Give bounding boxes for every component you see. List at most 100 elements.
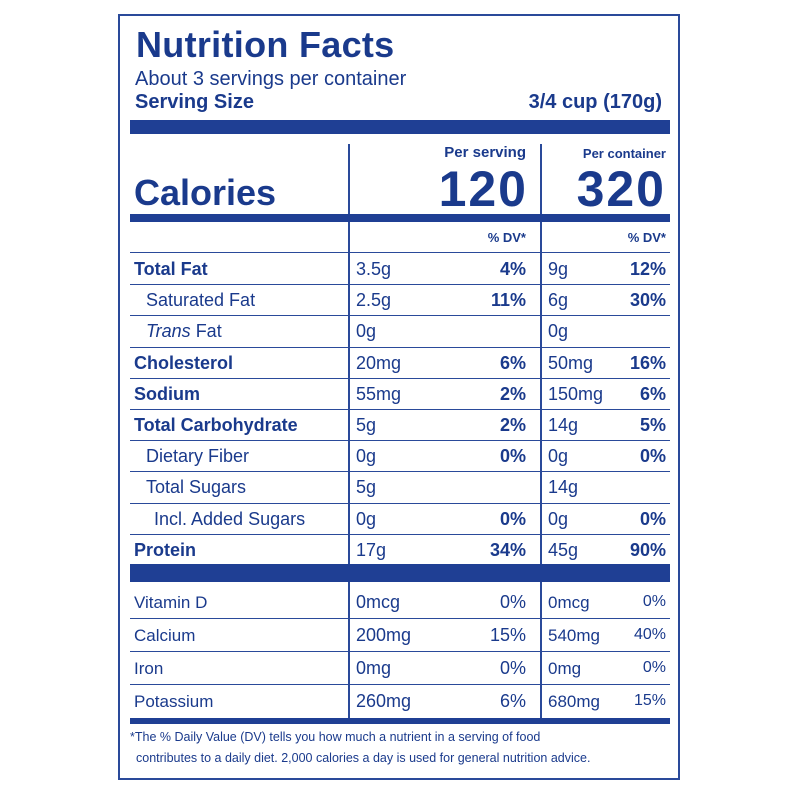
dv-per-container: 90% bbox=[629, 539, 666, 560]
dv-per-serving: 0% bbox=[499, 508, 526, 529]
nutrient-label: Total Carbohydrate bbox=[134, 415, 298, 435]
vitamin-dv-per-container: 0% bbox=[642, 593, 666, 610]
vitamin-amount-per-container: 0mg bbox=[548, 659, 582, 678]
panel-title: Nutrition Facts bbox=[136, 24, 395, 65]
vitamin-dv-per-container: 40% bbox=[633, 626, 666, 643]
nutrient-label: Cholesterol bbox=[134, 352, 234, 373]
row-divider bbox=[130, 377, 670, 379]
vitamin-label: Vitamin D bbox=[134, 593, 208, 612]
column-divider-serving bbox=[348, 144, 350, 718]
amount-per-serving: 20mg bbox=[356, 352, 402, 373]
row-divider bbox=[130, 284, 670, 286]
dv-per-container: 16% bbox=[629, 352, 666, 373]
dv-per-serving: 0% bbox=[499, 446, 526, 467]
amount-per-container: 50mg bbox=[548, 352, 594, 373]
amount-per-serving: 0g bbox=[356, 446, 377, 467]
vitamin-label: Potassium bbox=[134, 692, 214, 711]
servings-per-container: About 3 servings per container bbox=[135, 68, 407, 90]
calories-per-container: 320 bbox=[576, 161, 666, 217]
amount-per-serving: 0g bbox=[356, 321, 377, 342]
amount-per-container: 9g bbox=[548, 259, 569, 279]
row-divider bbox=[130, 502, 670, 504]
dv-per-container: 0% bbox=[639, 508, 666, 529]
serving-size-value: 3/4 cup (170g) bbox=[528, 91, 662, 113]
amount-per-container: 0g bbox=[548, 446, 569, 467]
medium-rule-calories bbox=[130, 214, 670, 222]
row-divider bbox=[130, 252, 670, 253]
vitamin-dv-per-container: 15% bbox=[633, 692, 666, 709]
vitamin-dv-per-serving: 6% bbox=[499, 691, 526, 711]
vitamin-amount-per-container: 540mg bbox=[548, 626, 600, 645]
row-divider bbox=[130, 684, 670, 685]
serving-size-label: Serving Size bbox=[135, 91, 254, 113]
thick-rule-vitamins bbox=[130, 564, 670, 582]
dv-per-serving: 11% bbox=[490, 290, 526, 311]
dv-header-container: % DV* bbox=[627, 230, 666, 245]
amount-per-container: 0g bbox=[548, 321, 569, 342]
amount-per-serving: 17g bbox=[356, 539, 387, 560]
nutrient-label: Dietary Fiber bbox=[146, 446, 250, 467]
amount-per-serving: 55mg bbox=[356, 383, 402, 404]
dv-per-serving: 2% bbox=[499, 415, 526, 435]
amount-per-container: 14g bbox=[548, 477, 579, 498]
vitamin-label: Iron bbox=[134, 659, 164, 678]
row-divider bbox=[130, 651, 670, 652]
row-divider bbox=[130, 409, 670, 410]
nutrition-facts-panel: Nutrition Facts About 3 servings per con… bbox=[118, 14, 680, 780]
nutrient-label: Incl. Added Sugars bbox=[154, 508, 306, 529]
nutrient-label: Total Fat bbox=[134, 259, 208, 279]
nutrient-label: Trans Fat bbox=[146, 321, 222, 342]
row-divider bbox=[130, 440, 670, 442]
row-divider bbox=[130, 315, 670, 317]
column-divider-container bbox=[540, 144, 542, 718]
vitamin-amount-per-serving: 260mg bbox=[356, 691, 412, 711]
nutrient-label-italic: Trans bbox=[146, 321, 191, 342]
footnote-line-1: *The % Daily Value (DV) tells you how mu… bbox=[130, 730, 541, 744]
nutrient-label: Total Sugars bbox=[146, 477, 247, 498]
vitamin-dv-per-serving: 0% bbox=[499, 592, 526, 612]
nutrient-label: Saturated Fat bbox=[146, 290, 256, 311]
column-header-per-serving: Per serving bbox=[444, 144, 526, 161]
dv-per-serving: 2% bbox=[499, 383, 526, 404]
row-divider bbox=[130, 533, 670, 535]
dv-per-container: 5% bbox=[639, 415, 666, 435]
nutrient-label: Protein bbox=[134, 539, 197, 560]
amount-per-serving: 0g bbox=[356, 508, 377, 529]
vitamin-amount-per-container: 680mg bbox=[548, 692, 600, 711]
calories-label: Calories bbox=[134, 172, 277, 213]
dv-per-serving: 6% bbox=[499, 352, 526, 373]
vitamin-label: Calcium bbox=[134, 626, 196, 645]
row-divider bbox=[130, 346, 670, 348]
dv-per-container: 12% bbox=[629, 259, 666, 279]
dv-per-container: 30% bbox=[629, 290, 666, 311]
column-header-per-container: Per container bbox=[582, 146, 666, 161]
thick-rule-top bbox=[130, 120, 670, 134]
amount-per-container: 0g bbox=[548, 508, 569, 529]
dv-header-serving: % DV* bbox=[487, 230, 526, 245]
vitamin-dv-per-serving: 0% bbox=[499, 658, 526, 678]
row-divider bbox=[130, 618, 670, 619]
nutrient-label-rest: Fat bbox=[190, 321, 222, 342]
amount-per-container: 45g bbox=[548, 539, 579, 560]
vitamin-amount-per-serving: 200mg bbox=[356, 625, 412, 645]
amount-per-container: 14g bbox=[548, 415, 579, 435]
amount-per-serving: 3.5g bbox=[356, 259, 392, 279]
dv-per-serving: 4% bbox=[499, 259, 526, 279]
vitamin-dv-per-serving: 15% bbox=[489, 625, 526, 645]
vitamin-dv-per-container: 0% bbox=[642, 659, 666, 676]
amount-per-serving: 5g bbox=[356, 477, 377, 498]
nutrient-label: Sodium bbox=[134, 383, 200, 404]
amount-per-serving: 2.5g bbox=[356, 290, 392, 311]
amount-per-container: 6g bbox=[548, 290, 569, 311]
footnote-line-2: contributes to a daily diet. 2,000 calor… bbox=[136, 751, 591, 765]
dv-per-container: 6% bbox=[639, 383, 666, 404]
calories-per-serving: 120 bbox=[438, 161, 528, 217]
vitamin-amount-per-container: 0mcg bbox=[548, 593, 590, 612]
row-divider bbox=[130, 471, 670, 473]
dv-per-serving: 34% bbox=[489, 539, 526, 560]
amount-per-container: 150mg bbox=[548, 383, 604, 404]
thick-rule-footnote bbox=[130, 718, 670, 724]
vitamin-amount-per-serving: 0mg bbox=[356, 658, 392, 678]
vitamin-amount-per-serving: 0mcg bbox=[356, 592, 401, 612]
dv-per-container: 0% bbox=[639, 446, 666, 467]
